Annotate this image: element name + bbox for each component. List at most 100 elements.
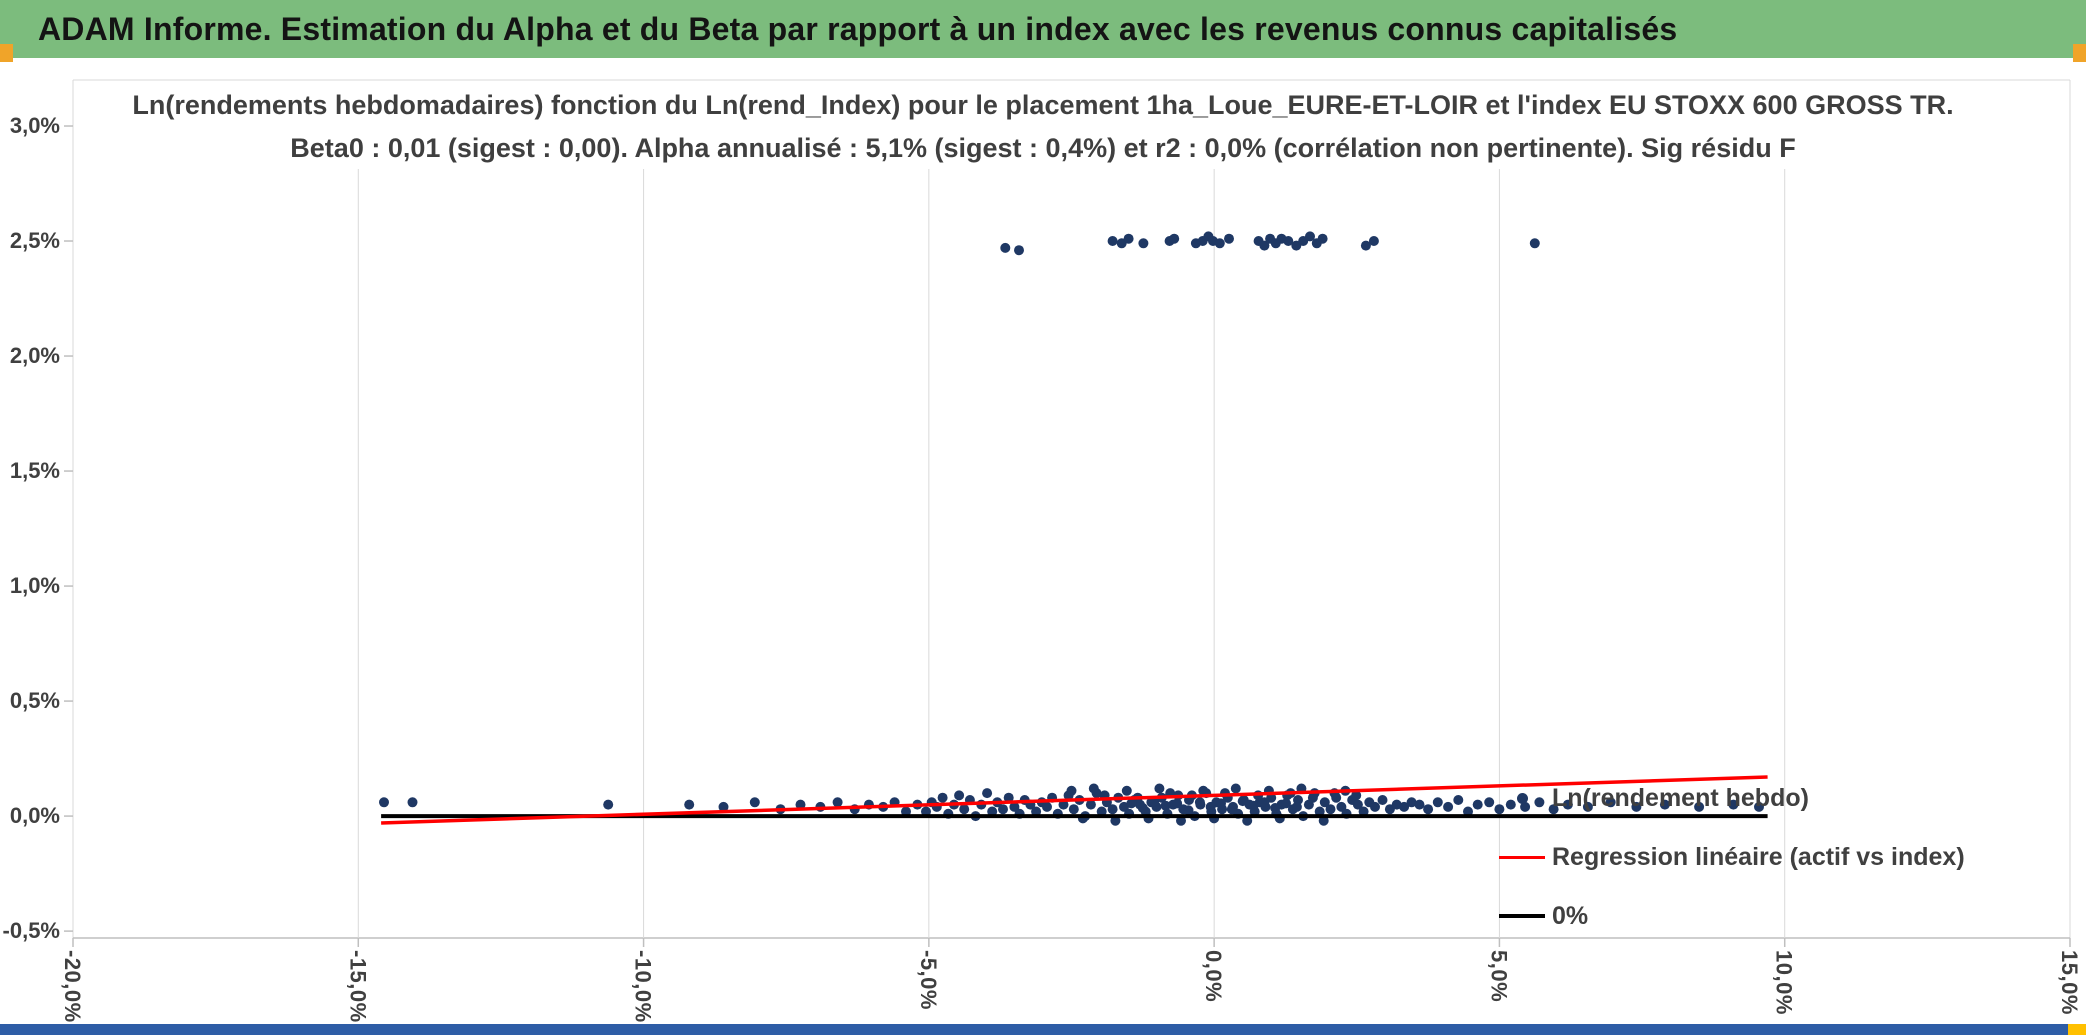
scatter-point — [1226, 804, 1237, 815]
x-axis-label: 0,0% — [1201, 950, 1227, 1003]
scatter-point — [1370, 801, 1380, 812]
scatter-point — [1014, 245, 1024, 256]
scatter-point — [795, 799, 806, 810]
chart-title-line1: Ln(rendements hebdomadaires) fonction du… — [132, 90, 1954, 120]
scatter-point — [1505, 799, 1516, 810]
scatter-point — [1126, 798, 1137, 809]
scatter-point — [1754, 801, 1764, 812]
scatter-point — [1119, 801, 1129, 812]
scatter-point — [1169, 233, 1180, 244]
scatter-point — [1307, 792, 1318, 803]
y-axis-label: 0,5% — [9, 688, 60, 714]
legend-label: Regression linéaire (actif vs index) — [1552, 842, 1965, 871]
scatter-point — [1088, 783, 1099, 794]
scatter-point — [1172, 798, 1183, 809]
scatter-point — [1406, 797, 1417, 808]
scatter-point — [1154, 783, 1165, 794]
scatter-point — [1358, 806, 1369, 817]
scatter-point — [1443, 801, 1454, 812]
scatter-point — [1484, 797, 1495, 808]
scatter-point — [1399, 801, 1410, 812]
scatter-point — [684, 799, 695, 810]
scatter-point — [749, 797, 760, 808]
scatter-point — [1494, 804, 1505, 815]
scatter-point — [1283, 236, 1294, 246]
y-axis-label: -0,5% — [2, 918, 60, 944]
y-axis-label: 2,0% — [9, 343, 60, 369]
chart-legend[interactable]: Ln(rendement hebdo) Regression linéaire … — [1498, 781, 1965, 933]
scatter-point — [718, 801, 729, 812]
bottom-bar-accent — [2068, 1024, 2086, 1035]
scatter-point — [1121, 785, 1132, 796]
scatter-point — [1463, 806, 1473, 817]
scatter-point — [1453, 795, 1464, 805]
scatter-point — [982, 788, 993, 799]
scatter-point — [1160, 800, 1171, 811]
scatter-point — [998, 804, 1008, 815]
legend-label: 0% — [1552, 901, 1589, 930]
app-header: ADAM Informe. Estimation du Alpha et du … — [0, 0, 2086, 58]
scatter-point — [1352, 799, 1363, 810]
scatter-point — [921, 806, 931, 817]
regression-line — [381, 775, 1768, 825]
chart-area[interactable]: Ln(rendements hebdomadaires) fonction du… — [0, 58, 2086, 1024]
scatter-point — [1110, 815, 1121, 826]
scatter-point — [1214, 238, 1225, 249]
scatter-point — [1259, 797, 1270, 808]
app-title: ADAM Informe. Estimation du Alpha et du … — [38, 10, 1678, 47]
chart-title: Ln(rendements hebdomadaires) fonction du… — [0, 84, 2086, 170]
scatter-point — [1107, 804, 1118, 815]
scatter-point — [1066, 785, 1077, 796]
scatter-point — [1248, 800, 1259, 811]
legend-item-zero[interactable]: 0% — [1498, 899, 1965, 933]
scatter-point — [1194, 797, 1205, 808]
y-axis-label: 3,0% — [9, 113, 60, 138]
scatter-point — [1336, 801, 1347, 812]
scatter-point — [1529, 238, 1540, 249]
scatter-point — [1031, 806, 1042, 817]
scatter-point — [1414, 799, 1425, 810]
chart-canvas[interactable] — [0, 58, 2086, 1024]
scatter-point — [1534, 797, 1545, 808]
header-accent-left — [0, 44, 13, 62]
scatter-point — [1198, 785, 1209, 796]
scatter-point — [1377, 795, 1388, 805]
scatter-point — [1325, 804, 1336, 815]
black-line-icon — [1498, 914, 1546, 918]
x-axis-label: 15,0% — [2057, 950, 2082, 1015]
scatter-point — [1659, 799, 1670, 810]
scatter-point — [1000, 242, 1011, 253]
scatter-point — [1305, 231, 1315, 242]
scatter-point — [603, 799, 614, 810]
scatter-point — [1520, 801, 1531, 812]
scatter-point — [1318, 815, 1329, 826]
scatter-point — [1003, 792, 1014, 803]
scatter-point — [379, 797, 389, 808]
scatter-point — [937, 792, 948, 803]
scatter-point — [1176, 815, 1186, 826]
x-axis-label: -15,0% — [345, 950, 371, 1023]
scatter-point — [901, 806, 911, 817]
scatter-point — [1317, 233, 1328, 244]
scatter-point — [1270, 803, 1281, 813]
scatter-point — [1314, 806, 1325, 817]
scatter-point — [1042, 801, 1052, 812]
legend-item-regression[interactable]: Regression linéaire (actif vs index) — [1498, 840, 1965, 874]
scatter-point — [1423, 804, 1434, 815]
scatter-dot-icon — [1498, 792, 1546, 804]
bottom-bar — [0, 1024, 2086, 1035]
scatter-point — [1472, 799, 1483, 810]
scatter-point — [1096, 806, 1107, 817]
scatter-point — [1068, 804, 1079, 815]
scatter-point — [1694, 801, 1705, 812]
scatter-point — [1009, 801, 1020, 812]
scatter-point — [1432, 797, 1443, 808]
legend-item-scatter[interactable]: Ln(rendement hebdo) — [1498, 781, 1965, 815]
chart-title-line2: Beta0 : 0,01 (sigest : 0,00). Alpha annu… — [290, 133, 1796, 163]
scatter-point — [1351, 790, 1362, 801]
scatter-point — [1281, 798, 1291, 809]
scatter-point — [1605, 797, 1616, 808]
scatter-point — [832, 797, 843, 808]
y-axis-label: 0,0% — [9, 803, 60, 829]
